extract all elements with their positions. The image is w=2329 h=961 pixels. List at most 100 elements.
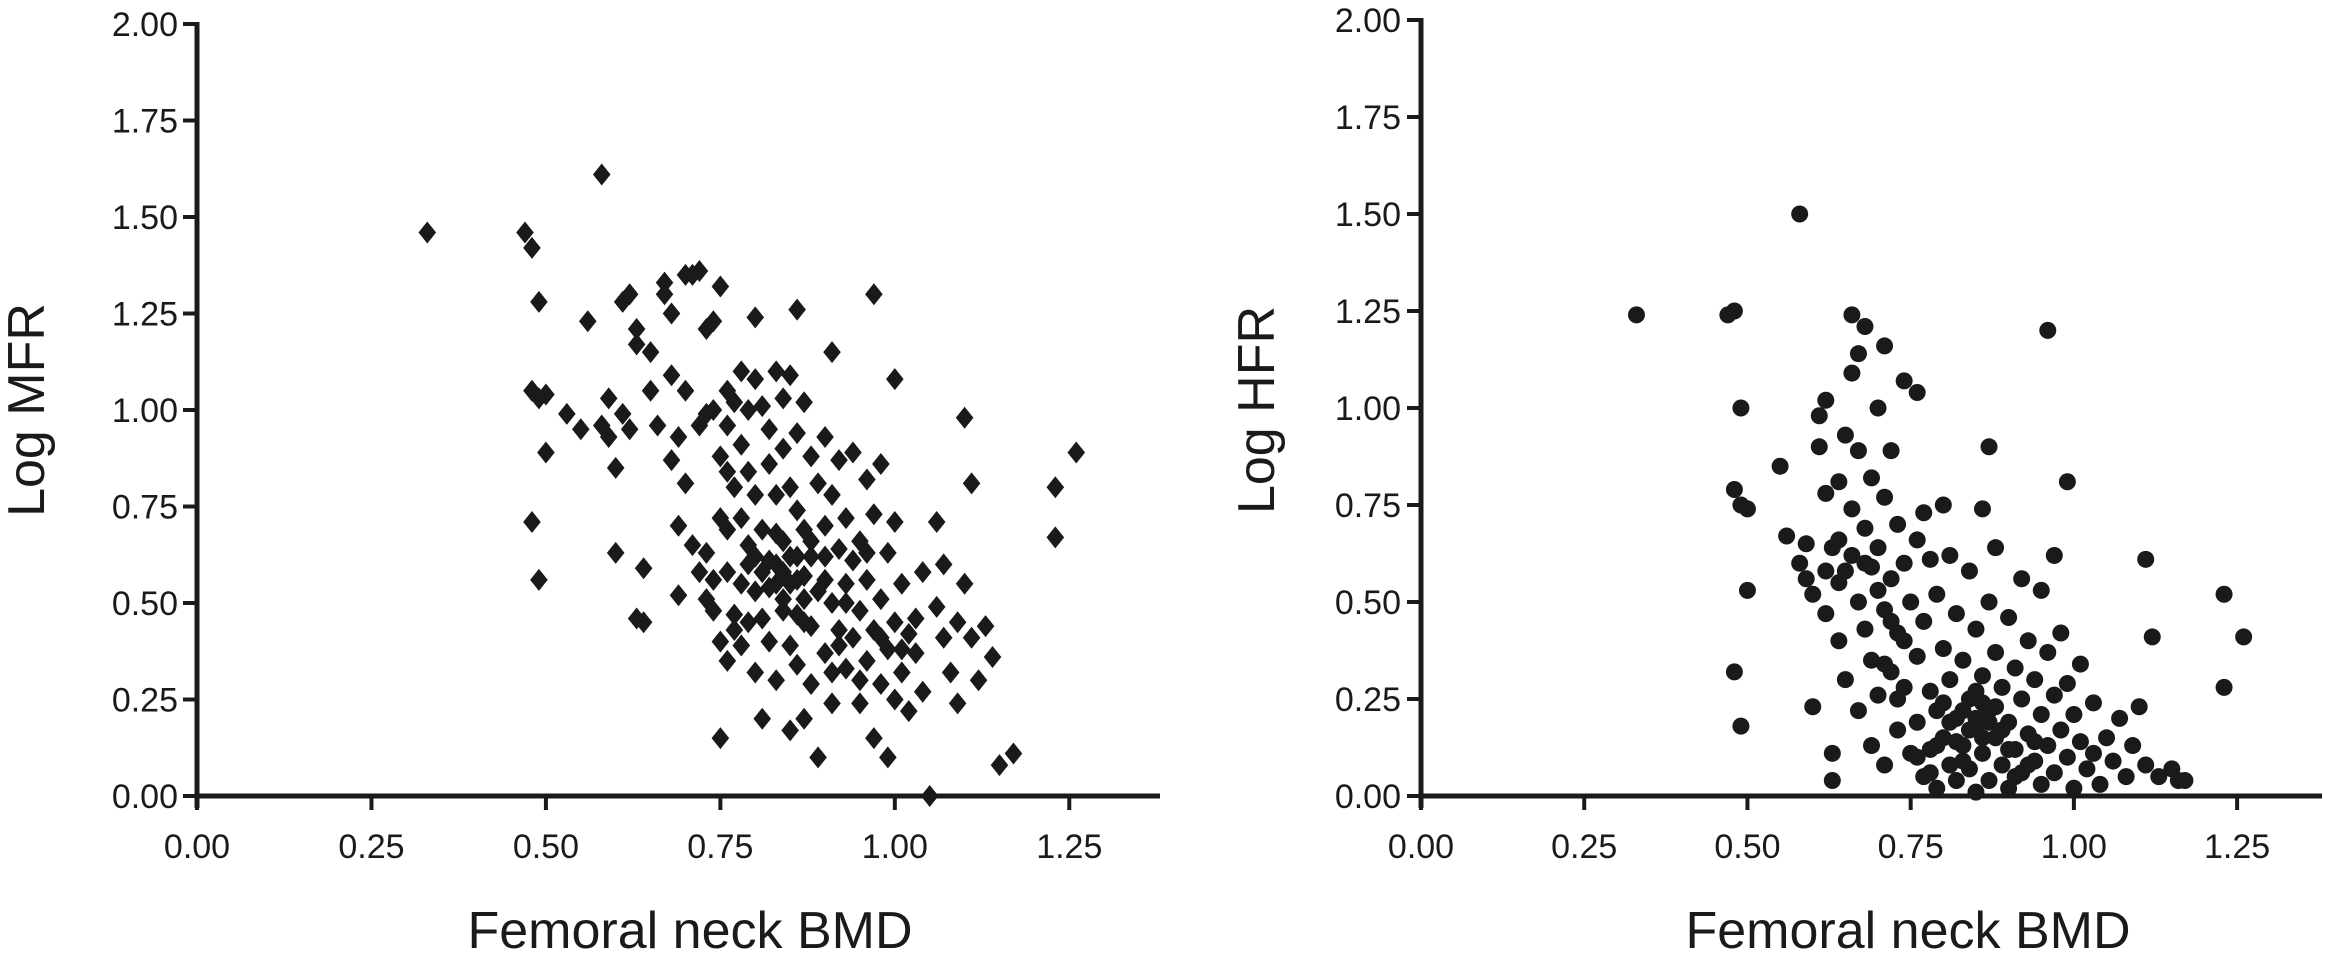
data-point — [2052, 624, 2070, 642]
data-point — [732, 572, 751, 595]
data-point — [1849, 442, 1867, 460]
data-point — [816, 545, 834, 568]
data-point — [1856, 318, 1874, 336]
data-point — [739, 534, 758, 557]
data-point — [941, 661, 960, 684]
data-point — [1915, 504, 1933, 522]
data-point — [2215, 585, 2233, 603]
y-tick-label: 0.50 — [112, 585, 178, 623]
data-point — [1046, 476, 1065, 499]
data-point — [599, 387, 618, 410]
data-point — [781, 476, 799, 499]
data-point — [2091, 775, 2109, 793]
data-point — [1823, 539, 1841, 557]
data-point — [627, 317, 646, 340]
data-point — [746, 545, 765, 568]
data-point — [809, 580, 827, 603]
x-tick-label: 0.50 — [1714, 828, 1780, 866]
y-tick-label: 1.00 — [112, 392, 178, 430]
data-point — [704, 399, 723, 421]
data-point — [1954, 651, 1972, 669]
y-axis-title: Log HFR — [1228, 306, 1286, 514]
data-point — [774, 588, 792, 611]
data-point — [788, 422, 806, 445]
data-point — [844, 626, 862, 649]
data-point — [1934, 694, 1952, 712]
y-tick-label: 1.50 — [1335, 196, 1401, 234]
data-point — [1882, 442, 1900, 460]
data-point — [816, 642, 834, 665]
x-axis-title: Femoral neck BMD — [468, 902, 913, 960]
data-point — [2071, 655, 2089, 673]
data-point — [795, 588, 813, 611]
data-point — [1908, 647, 1926, 665]
data-point — [1941, 756, 1959, 774]
data-point — [2045, 764, 2063, 782]
data-point — [558, 402, 576, 425]
data-point — [872, 673, 890, 696]
data-point — [537, 441, 555, 464]
data-point — [690, 561, 709, 584]
x-tick-label: 0.00 — [164, 828, 230, 866]
data-point — [641, 341, 660, 364]
data-point — [1908, 383, 1926, 401]
data-point — [2039, 321, 2057, 339]
y-tick-label: 1.75 — [1335, 99, 1401, 137]
data-point — [934, 553, 953, 576]
data-point — [2039, 643, 2057, 661]
data-point — [795, 564, 813, 587]
data-point — [1804, 698, 1822, 716]
data-point — [753, 707, 772, 730]
data-point — [599, 426, 618, 449]
data-point — [1895, 372, 1913, 390]
data-point — [1882, 612, 1900, 630]
hfr-scatter-chart: 0.00 0.25 0.50 0.75 1.00 1.25 0.00 0.25 0.50 0.75… — [1228, 2, 2322, 960]
data-point — [1934, 640, 1952, 658]
data-point — [1895, 632, 1913, 650]
data-point — [1915, 612, 1933, 630]
data-point — [746, 580, 765, 603]
data-point — [1067, 441, 1086, 464]
data-point — [1843, 546, 1861, 564]
data-point — [2078, 760, 2096, 778]
data-point — [1973, 729, 1991, 747]
data-point — [725, 391, 744, 414]
data-point — [1973, 667, 1991, 685]
data-point — [718, 518, 737, 541]
data-point — [1876, 337, 1894, 355]
data-point — [830, 619, 848, 642]
data-point — [886, 510, 904, 533]
data-point — [2111, 709, 2129, 727]
data-point — [865, 283, 883, 306]
data-point — [1046, 526, 1065, 549]
data-point — [1987, 539, 2005, 557]
data-point — [1869, 686, 1887, 704]
data-point — [1980, 713, 1998, 731]
data-point — [948, 692, 967, 715]
data-point — [1960, 562, 1978, 580]
data-point — [690, 260, 709, 283]
y-tick-label: 1.50 — [112, 199, 178, 237]
data-point — [1967, 620, 1985, 638]
data-point — [962, 472, 981, 495]
data-point — [823, 341, 841, 364]
data-point — [1980, 438, 1998, 456]
data-point — [788, 545, 806, 568]
data-point — [669, 514, 688, 537]
data-point — [837, 572, 855, 595]
data-point — [823, 692, 841, 715]
data-point — [886, 611, 904, 634]
data-point — [1882, 570, 1900, 588]
y-tick-label: 1.25 — [1335, 293, 1401, 331]
x-tick-label: 0.50 — [513, 828, 579, 866]
data-point — [2032, 581, 2050, 599]
data-point — [816, 514, 834, 537]
data-point — [1863, 651, 1880, 669]
data-point — [976, 615, 995, 638]
x-tick-label: 0.00 — [1388, 828, 1454, 866]
data-point — [927, 510, 946, 533]
data-point — [704, 568, 723, 591]
data-point — [872, 453, 890, 476]
data-point — [620, 418, 639, 441]
x-tick-label: 1.00 — [2041, 828, 2107, 866]
